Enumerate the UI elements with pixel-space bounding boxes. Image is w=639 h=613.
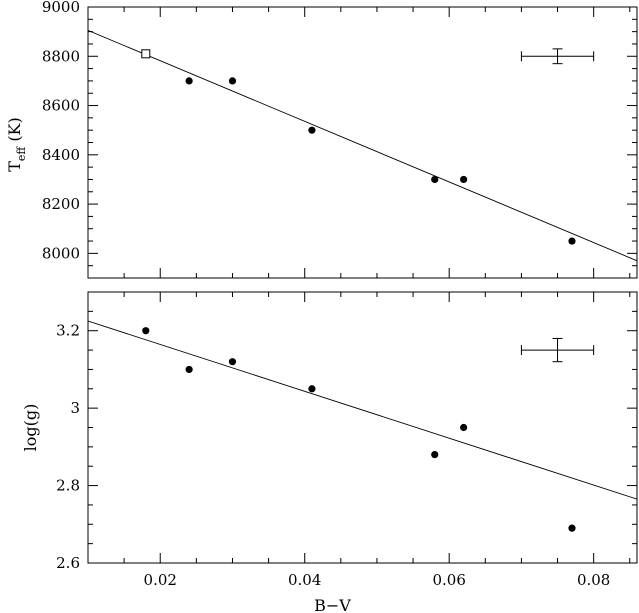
teff-panel: 8000 8200 8400 8600 8800 9000 Teff (K) (5, 0, 638, 279)
data-point (308, 385, 316, 393)
y-axis-label-subscript: eff (15, 146, 28, 162)
y-axis-label: Teff (K) (5, 117, 28, 172)
x-tick-label: 0.08 (577, 571, 610, 589)
data-point (228, 358, 237, 366)
y-tick-label: 9000 (42, 0, 80, 16)
y-tick-label: 8200 (42, 195, 80, 213)
y-tick-label: 3.2 (56, 322, 80, 340)
logg-panel: 2.6 2.8 3 3.2 0.02 0.04 0.06 0.08 B−V log(g) (21, 291, 638, 613)
y-axis-label: log(g) (21, 404, 40, 452)
x-tick-label: 0.02 (144, 571, 177, 589)
data-point (431, 451, 439, 459)
data-point (460, 175, 468, 184)
data-point (228, 77, 237, 85)
fit-line (88, 320, 637, 500)
y-tick-label: 8600 (42, 97, 80, 115)
data-point (460, 423, 468, 432)
y-tick-label: 2.6 (56, 554, 80, 572)
y-tick-label: 8800 (42, 47, 80, 65)
data-point (568, 524, 576, 532)
y-axis-label-main: T (5, 161, 24, 172)
data-point-open-square (141, 49, 151, 59)
y-tick-label: 8400 (42, 146, 80, 164)
data-point (185, 365, 193, 374)
data-point (308, 126, 316, 134)
x-axis-label: B−V (314, 596, 351, 613)
plot-frame (87, 291, 638, 564)
y-axis-label-unit: (K) (5, 117, 24, 147)
plot-frame (87, 6, 638, 279)
data-point (568, 237, 576, 245)
y-tick-label: 3 (70, 399, 80, 417)
fit-line (88, 29, 637, 262)
data-point (185, 77, 193, 85)
y-tick-label: 8000 (42, 244, 80, 262)
x-tick-label: 0.04 (288, 571, 321, 589)
y-tick-label: 2.8 (56, 477, 80, 495)
data-point (142, 327, 150, 335)
x-tick-label: 0.06 (432, 571, 465, 589)
data-point (431, 175, 439, 184)
